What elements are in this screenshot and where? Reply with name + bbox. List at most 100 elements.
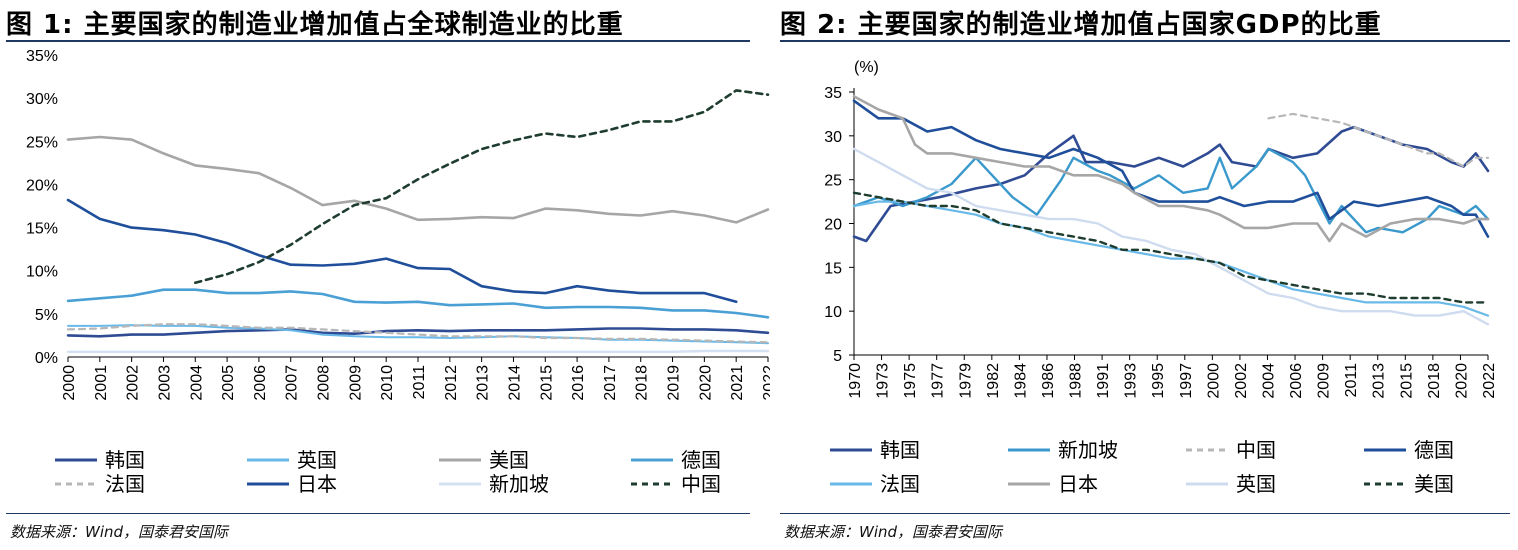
- fig1-ytick-label: 25%: [26, 134, 58, 151]
- fig1-series-line-1: [66, 327, 770, 338]
- fig2-xtick-label: 1984: [1012, 363, 1029, 399]
- fig1-xtick-label: 2004: [188, 365, 205, 401]
- fig1-legend-label-1: 韩国: [105, 448, 145, 472]
- fig1-ytick-label: 30%: [26, 91, 58, 108]
- fig2-legend-label-3: 中国: [1236, 438, 1276, 462]
- fig1-series-line-4: [66, 288, 770, 319]
- fig1-legend-label-4: 德国: [681, 448, 721, 472]
- figure1-title: 图 1: 主要国家的制造业增加值占全球制造业的比重: [6, 10, 624, 40]
- fig2-ytick-label: 25: [824, 173, 842, 190]
- fig1-xtick-label: 2016: [570, 365, 587, 401]
- fig1-xtick-label: 2002: [125, 365, 142, 401]
- fig2-ytick-label: 35: [824, 85, 842, 102]
- fig1-legend-label-6: 日本: [297, 472, 337, 496]
- fig1-xtick-label: 2006: [252, 365, 269, 401]
- fig1-legend-label-2: 英国: [297, 448, 337, 472]
- fig2-legend-item-7: 英国: [1186, 472, 1276, 496]
- fig1-ytick-label: 20%: [26, 177, 58, 194]
- figure2-chart: (%) 5 10 15 20 25 30 35 1970 1973 1975 1977 1979 1982…: [824, 59, 1498, 496]
- fig2-xtick-label: 2022: [1481, 363, 1498, 399]
- fig1-legend-label-3: 美国: [489, 448, 529, 472]
- fig2-xtick-label: 1988: [1068, 363, 1085, 399]
- fig1-xtick-label: 2010: [379, 365, 396, 401]
- fig2-legend-label-7: 英国: [1236, 472, 1276, 496]
- figure1-title-rule: [6, 40, 750, 42]
- fig1-series-line-5: [66, 323, 770, 344]
- fig2-xtick-label: 1986: [1040, 363, 1057, 399]
- fig1-xtick-label: 2021: [729, 365, 746, 401]
- fig2-ytick-label: 20: [824, 217, 842, 234]
- fig1-series-line-8: [194, 89, 770, 285]
- fig2-legend-label-5: 法国: [880, 472, 920, 496]
- fig1-xtick-label: 2012: [443, 365, 460, 401]
- fig2-xtick-label: 2000: [1205, 363, 1222, 399]
- fig2-xtick-label: 2020: [1453, 363, 1470, 399]
- fig2-xtick-label: 2004: [1260, 363, 1277, 399]
- fig1-xtick-label: 2007: [284, 365, 301, 401]
- fig2-xtick-label: 1970: [847, 363, 864, 399]
- fig1-xtick-label: 2019: [666, 365, 683, 401]
- fig1-legend-label-8: 中国: [681, 472, 721, 496]
- fig1-legend-item-2: 英国: [247, 448, 337, 472]
- fig2-ytick-label: 30: [824, 129, 842, 146]
- fig2-legend-item-2: 新加坡: [1008, 438, 1118, 462]
- fig1-legend-item-1: 韩国: [55, 448, 145, 472]
- fig2-xtick-label: 1973: [875, 363, 892, 399]
- fig1-xtick-label: 2018: [634, 365, 651, 401]
- fig2-ytick-label: 10: [824, 304, 842, 321]
- fig2-xtick-label: 2013: [1371, 363, 1388, 399]
- fig2-legend-label-8: 美国: [1414, 472, 1454, 496]
- fig2-legend-label-2: 新加坡: [1058, 438, 1118, 462]
- fig1-series-line-3: [66, 135, 770, 224]
- fig2-series-line-8: [852, 191, 1490, 304]
- fig1-xtick-label: 2014: [506, 365, 523, 401]
- fig2-legend-item-8: 美国: [1364, 472, 1454, 496]
- fig2-xtick-label: 1977: [930, 363, 947, 399]
- fig2-series-line-6: [852, 95, 1490, 243]
- fig1-xtick-label: 2000: [61, 365, 78, 401]
- fig2-legend-item-3: 中国: [1186, 438, 1276, 462]
- fig1-xtick-label: 2017: [602, 365, 619, 401]
- fig2-legend-item-1: 韩国: [830, 438, 920, 462]
- fig2-unit-label: (%): [854, 59, 879, 76]
- fig2-xtick-label: 1975: [902, 363, 919, 399]
- fig1-series-line-7: [66, 349, 770, 353]
- fig1-xtick-label: 2003: [156, 365, 173, 401]
- fig2-xtick-label: 2018: [1426, 363, 1443, 399]
- figure1-source: 数据来源：Wind，国泰君安国际: [10, 523, 229, 541]
- fig2-legend-item-4: 德国: [1364, 438, 1454, 462]
- fig1-legend-item-4: 德国: [631, 448, 721, 472]
- fig1-ytick-label: 15%: [26, 221, 58, 238]
- fig1-ytick-label: 10%: [26, 264, 58, 281]
- fig1-ytick-label: 35%: [26, 48, 58, 65]
- fig2-series-line-4: [852, 99, 1490, 238]
- fig1-xtick-label: 2015: [538, 365, 555, 401]
- fig1-series-line-6: [66, 198, 738, 304]
- figure2-title-rule: [780, 40, 1510, 42]
- fig2-xtick-label: 2009: [1316, 363, 1333, 399]
- fig2-xtick-label: 1991: [1095, 363, 1112, 399]
- fig2-xtick-label: 2015: [1398, 363, 1415, 399]
- fig2-ytick-label: 5: [833, 348, 842, 365]
- fig1-xtick-label: 2013: [475, 365, 492, 401]
- fig1-xtick-label: 2022: [761, 365, 770, 401]
- fig1-legend-item-3: 美国: [439, 448, 529, 472]
- fig1-legend-item-8: 中国: [631, 472, 721, 496]
- fig2-series-line-2: [852, 147, 1490, 234]
- fig2-legend-label-6: 日本: [1058, 472, 1098, 496]
- fig2-legend-item-5: 法国: [830, 472, 920, 496]
- fig1-xtick-label: 2001: [93, 365, 110, 401]
- fig2-series-line-5: [852, 200, 1490, 317]
- fig1-xtick-label: 2005: [220, 365, 237, 401]
- fig2-legend-item-6: 日本: [1008, 472, 1098, 496]
- fig1-ytick-label: 5%: [35, 307, 58, 324]
- fig1-legend-label-5: 法国: [105, 472, 145, 496]
- fig1-legend-item-6: 日本: [247, 472, 337, 496]
- fig2-xtick-label: 1982: [985, 363, 1002, 399]
- figure2-bottom-rule: [780, 513, 1510, 514]
- fig2-series-line-7: [852, 147, 1490, 326]
- fig1-xtick-label: 2020: [697, 365, 714, 401]
- fig2-legend-label-4: 德国: [1414, 438, 1454, 462]
- fig2-xtick-label: 2002: [1233, 363, 1250, 399]
- fig2-series-line-3: [1267, 112, 1490, 168]
